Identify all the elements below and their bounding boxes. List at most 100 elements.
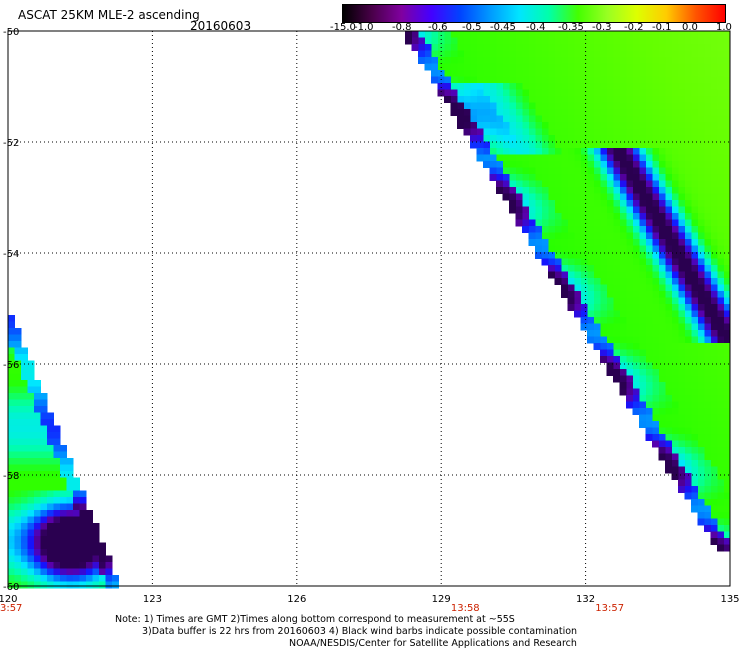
swath-cell — [8, 542, 15, 550]
swath-cell — [14, 464, 22, 472]
swath-cell — [684, 492, 692, 500]
swath-cell — [626, 180, 633, 188]
swath-cell — [717, 37, 724, 45]
swath-cell — [665, 297, 672, 305]
swath-cell — [645, 102, 653, 110]
swath-cell — [613, 96, 620, 103]
swath-cell — [522, 219, 529, 227]
time-label: 13:58 — [451, 603, 480, 614]
swath-cell — [587, 115, 594, 123]
swath-cell — [548, 252, 555, 259]
swath-cell — [27, 549, 35, 556]
swath-cell — [606, 362, 614, 370]
swath-cell — [606, 187, 614, 194]
swath-cell — [522, 193, 529, 201]
swath-cell — [639, 362, 646, 370]
swath-cell — [580, 271, 588, 279]
swath-cell — [678, 310, 685, 318]
swath-cell — [8, 555, 15, 563]
swath-cell — [60, 477, 67, 485]
swath-cell — [528, 232, 536, 240]
swath-cell — [21, 354, 28, 361]
swath-cell — [665, 31, 672, 38]
swath-cell — [626, 141, 633, 149]
swath-cell — [34, 503, 41, 511]
swath-cell — [665, 109, 672, 116]
swath-cell — [665, 317, 672, 324]
swath-cell — [613, 174, 620, 181]
swath-cell — [593, 317, 601, 324]
swath-cell — [580, 206, 588, 214]
lat-tick-label: -60 — [3, 582, 19, 593]
swath-cell — [502, 115, 510, 123]
swath-cell — [79, 581, 87, 589]
swath-cell — [27, 425, 35, 433]
swath-cell — [535, 180, 542, 188]
product-title: ASCAT 25KM MLE-2 ascending — [18, 8, 200, 22]
swath-cell — [561, 141, 568, 149]
swath-cell — [658, 180, 666, 188]
swath-cell — [723, 349, 731, 357]
swath-cell — [574, 89, 581, 97]
swath-cell — [723, 70, 731, 77]
swath-cell — [704, 447, 711, 454]
swath-cell — [53, 555, 61, 563]
swath-cell — [678, 486, 685, 493]
lat-tick-label: -50 — [3, 27, 19, 38]
swath-cell — [79, 555, 87, 563]
swath-cell — [671, 382, 679, 389]
swath-cell — [671, 460, 679, 467]
swath-cell — [580, 232, 588, 240]
swath-cell — [606, 37, 614, 45]
swath-cell — [567, 63, 575, 71]
swath-cell — [554, 265, 562, 272]
swath-cell — [678, 180, 685, 188]
swath-cell — [92, 568, 100, 576]
swath-cell — [483, 154, 490, 162]
swath-cell — [457, 57, 464, 64]
swath-cell — [40, 445, 48, 452]
swath-cell — [418, 57, 425, 64]
swath-cell — [678, 128, 685, 136]
swath-cell — [639, 219, 646, 227]
swath-cell — [704, 128, 711, 136]
swath-cell — [704, 70, 711, 77]
swath-cell — [671, 278, 679, 285]
swath-cell — [593, 271, 601, 279]
swath-cell — [34, 516, 41, 524]
swath-cell — [483, 115, 490, 123]
swath-cell — [619, 336, 627, 344]
swath-cell — [60, 490, 67, 498]
swath-cell — [86, 568, 93, 576]
swath-cell — [528, 70, 536, 77]
swath-cell — [691, 460, 698, 467]
swath-cell — [658, 395, 666, 402]
swath-cell — [671, 57, 679, 64]
swath-cell — [463, 37, 471, 45]
swath-cell — [606, 50, 614, 58]
swath-cell — [665, 187, 672, 194]
swath-cell — [665, 310, 672, 318]
swath-cell — [502, 70, 510, 77]
swath-cell — [580, 239, 588, 246]
swath-cell — [53, 432, 61, 439]
swath-cell — [86, 510, 93, 517]
swath-cell — [554, 57, 562, 64]
swath-cell — [678, 278, 685, 285]
swath-cell — [717, 206, 724, 214]
swath-cell — [522, 76, 529, 84]
swath-cell — [522, 187, 529, 194]
swath-cell — [554, 213, 562, 220]
swath-cell — [723, 486, 731, 493]
swath-cell — [554, 83, 562, 90]
swath-cell — [40, 581, 48, 589]
swath-cell — [613, 122, 620, 129]
swath-cell — [691, 161, 698, 168]
swath-cell — [470, 122, 477, 129]
swath-cell — [21, 399, 28, 407]
swath-cell — [710, 434, 718, 441]
swath-cell — [691, 421, 698, 428]
swath-cell — [652, 310, 659, 318]
swath-cell — [710, 83, 718, 90]
swath-cell — [723, 239, 731, 246]
